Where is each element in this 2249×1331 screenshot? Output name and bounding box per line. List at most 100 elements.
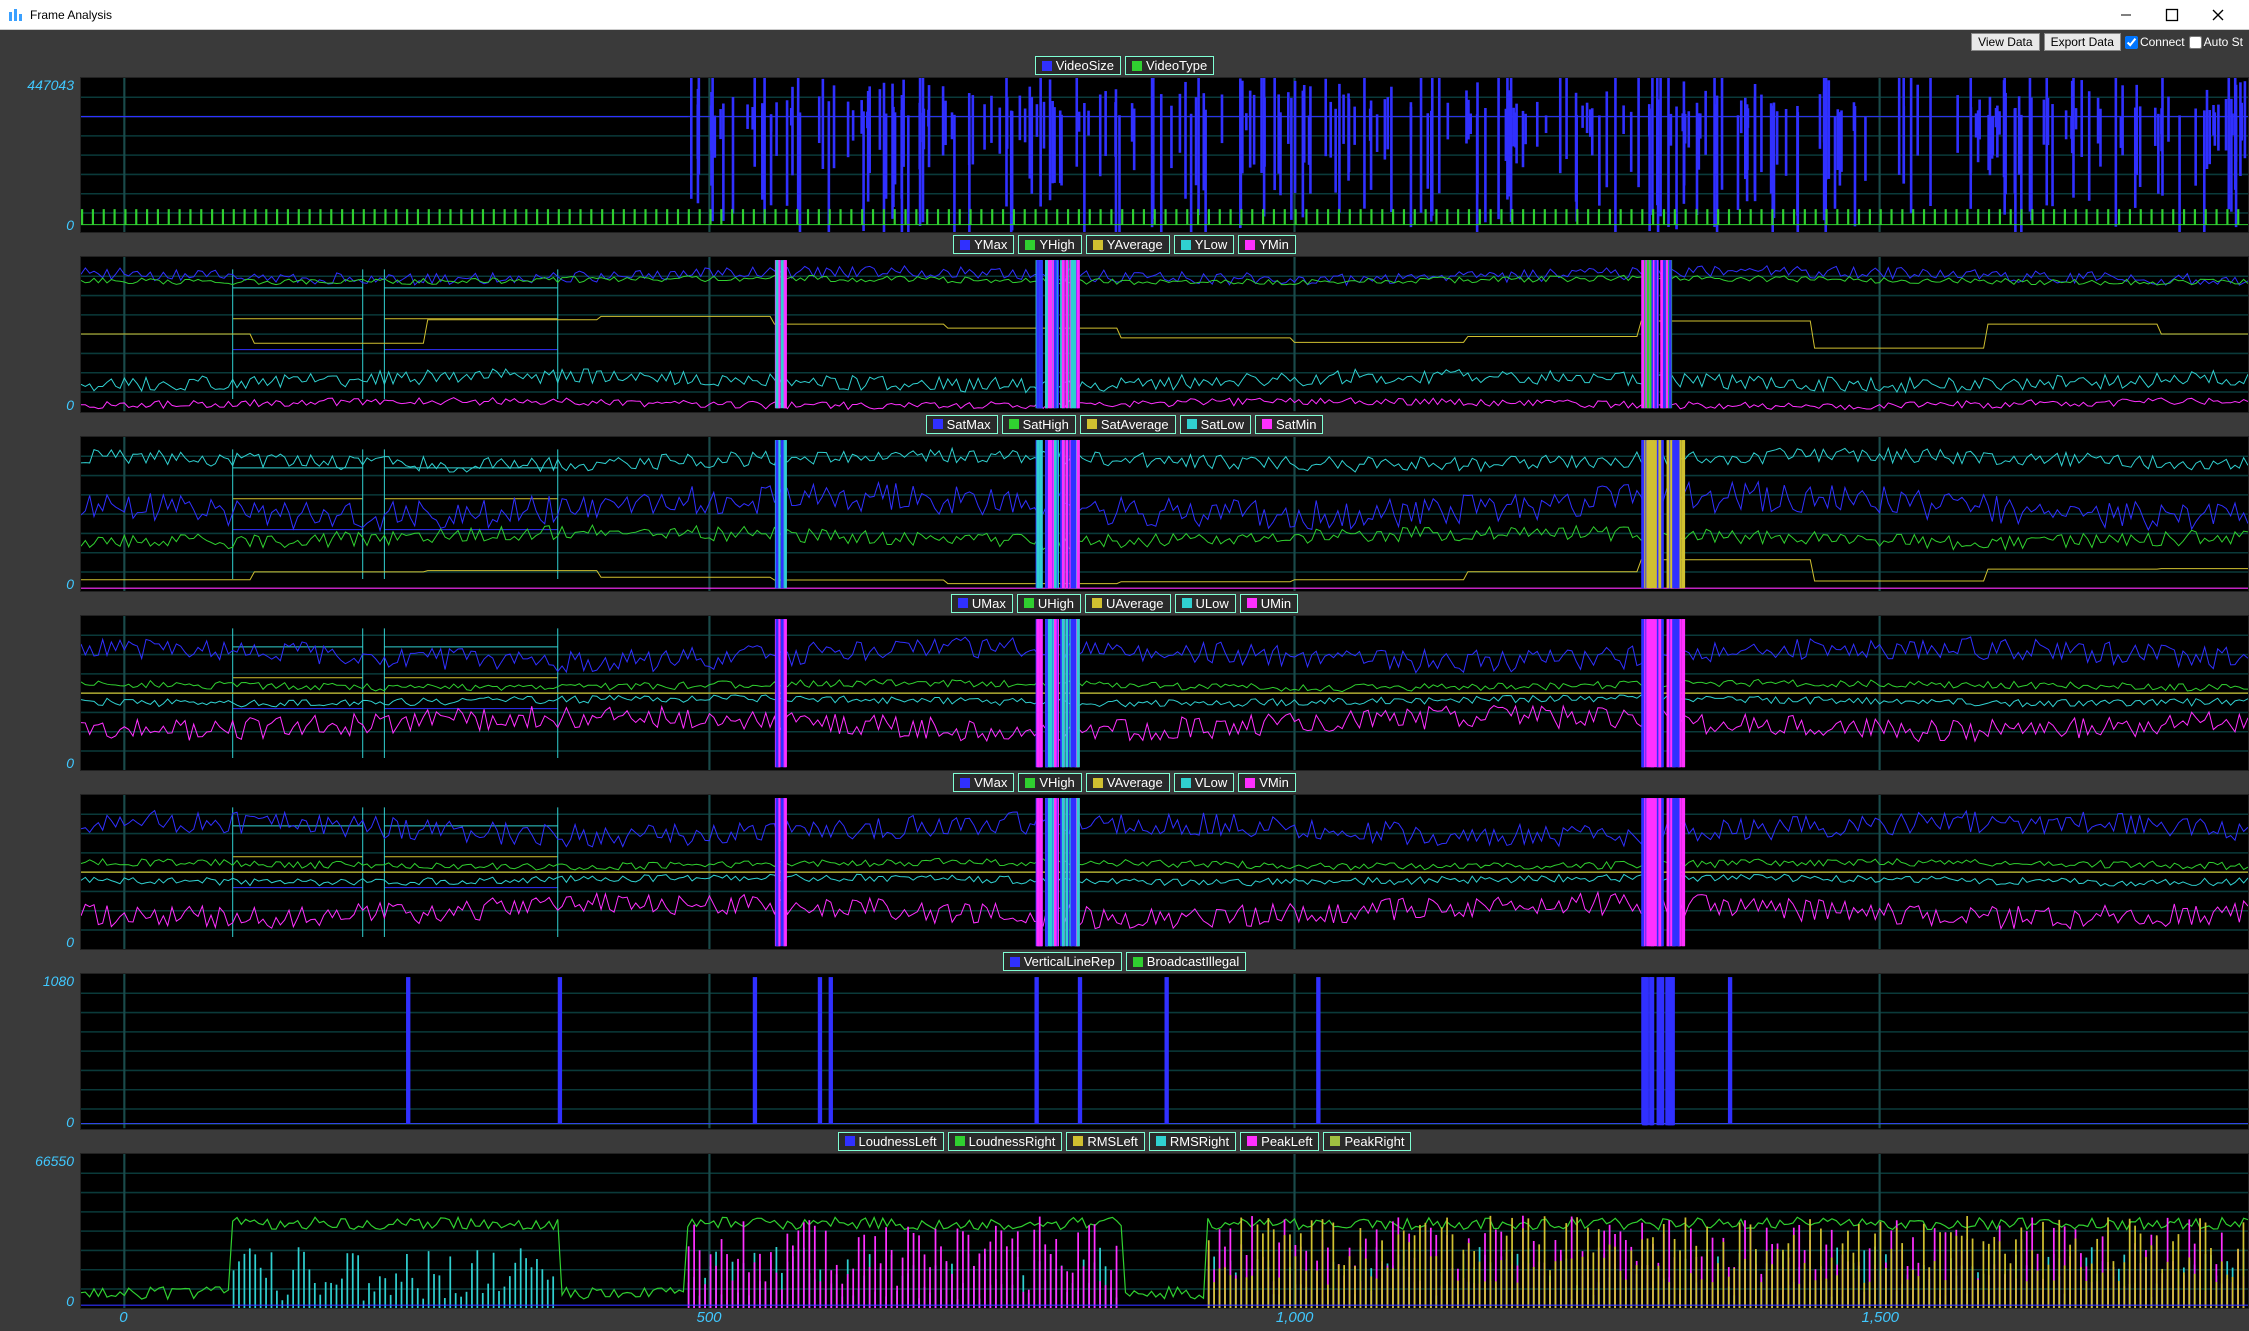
legend-item[interactable]: UMax: [951, 594, 1013, 613]
toolbar: View Data Export Data Connect Auto St: [0, 30, 2249, 54]
legend-item[interactable]: RMSRight: [1149, 1132, 1236, 1151]
legend-label: VAverage: [1107, 775, 1163, 790]
legend-swatch: [958, 598, 968, 608]
autostart-checkbox[interactable]: [2189, 36, 2202, 49]
legend-swatch: [1156, 1136, 1166, 1146]
plot-vert[interactable]: [80, 973, 2249, 1129]
connect-checkbox-label[interactable]: Connect: [2125, 35, 2185, 49]
titlebar: Frame Analysis: [0, 0, 2249, 30]
legend-item[interactable]: PeakLeft: [1240, 1132, 1319, 1151]
legend-label: YHigh: [1039, 237, 1074, 252]
legend-item[interactable]: BroadcastIllegal: [1126, 952, 1247, 971]
legend-vert: VerticalLineRep BroadcastIllegal: [0, 950, 2249, 973]
legend-label: YMin: [1259, 237, 1289, 252]
panel-audio: LoudnessLeft LoudnessRight RMSLeft RMSRight…: [0, 1130, 2249, 1309]
close-button[interactable]: [2195, 0, 2241, 30]
panel-v: VMaxVHighVAverageVLowVMin0: [0, 771, 2249, 950]
legend-label: SatMax: [947, 417, 991, 432]
legend-swatch: [1025, 240, 1035, 250]
legend-label: SatAverage: [1101, 417, 1169, 432]
legend-label: VHigh: [1039, 775, 1074, 790]
legend-item[interactable]: LoudnessRight: [948, 1132, 1063, 1151]
legend-item[interactable]: SatMax: [926, 415, 998, 434]
legend-swatch: [1181, 240, 1191, 250]
y-axis-label: 0: [0, 436, 80, 592]
view-data-button[interactable]: View Data: [1971, 33, 2039, 51]
legend-swatch: [1009, 419, 1019, 429]
legend-item[interactable]: SatHigh: [1002, 415, 1076, 434]
legend-swatch: [1262, 419, 1272, 429]
legend-swatch: [1181, 778, 1191, 788]
legend-item[interactable]: SatMin: [1255, 415, 1323, 434]
legend-item[interactable]: VMax: [953, 773, 1014, 792]
legend-item[interactable]: YHigh: [1018, 235, 1081, 254]
connect-checkbox[interactable]: [2125, 36, 2138, 49]
legend-item[interactable]: PeakRight: [1323, 1132, 1411, 1151]
legend-swatch: [1247, 1136, 1257, 1146]
legend-item[interactable]: UMin: [1240, 594, 1298, 613]
legend-swatch: [845, 1136, 855, 1146]
legend-item[interactable]: UHigh: [1017, 594, 1081, 613]
legend-label: YMax: [974, 237, 1007, 252]
legend-swatch: [1245, 778, 1255, 788]
legend-label: RMSLeft: [1087, 1134, 1138, 1149]
legend-label: VLow: [1195, 775, 1228, 790]
legend-label: YLow: [1195, 237, 1228, 252]
legend-v: VMax VHigh VAverage VLow VMin: [0, 771, 2249, 794]
legend-item[interactable]: VideoType: [1125, 56, 1214, 75]
x-tick-label: 1,500: [1861, 1309, 1899, 1326]
y-axis-label: 10800: [0, 973, 80, 1129]
legend-swatch: [1245, 240, 1255, 250]
legend-item[interactable]: YAverage: [1086, 235, 1170, 254]
plot-y[interactable]: [80, 256, 2249, 412]
legend-item[interactable]: RMSLeft: [1066, 1132, 1145, 1151]
plot-u[interactable]: [80, 615, 2249, 771]
legend-item[interactable]: VLow: [1174, 773, 1235, 792]
plot-sat[interactable]: [80, 436, 2249, 592]
legend-item[interactable]: YLow: [1174, 235, 1235, 254]
x-tick-label: 500: [696, 1309, 721, 1326]
x-tick-label: 0: [119, 1309, 127, 1326]
legend-item[interactable]: VideoSize: [1035, 56, 1121, 75]
legend-swatch: [1093, 240, 1103, 250]
legend-item[interactable]: VAverage: [1086, 773, 1170, 792]
legend-label: LoudnessLeft: [859, 1134, 937, 1149]
legend-swatch: [1042, 61, 1052, 71]
panel-vert: VerticalLineRep BroadcastIllegal 10800: [0, 950, 2249, 1129]
legend-item[interactable]: SatAverage: [1080, 415, 1176, 434]
legend-swatch: [1247, 598, 1257, 608]
legend-item[interactable]: VMin: [1238, 773, 1296, 792]
legend-label: SatHigh: [1023, 417, 1069, 432]
legend-label: VerticalLineRep: [1024, 954, 1115, 969]
legend-swatch: [933, 419, 943, 429]
autostart-checkbox-label[interactable]: Auto St: [2189, 35, 2243, 49]
legend-swatch: [1025, 778, 1035, 788]
plot-v[interactable]: [80, 794, 2249, 950]
legend-sat: SatMax SatHigh SatAverage SatLow SatMin: [0, 413, 2249, 436]
plot-audio[interactable]: [80, 1153, 2249, 1309]
legend-y: YMax YHigh YAverage YLow YMin: [0, 233, 2249, 256]
legend-item[interactable]: UAverage: [1085, 594, 1171, 613]
legend-swatch: [1187, 419, 1197, 429]
panel-video: VideoSize VideoType 4470430: [0, 54, 2249, 233]
plot-video[interactable]: [80, 77, 2249, 233]
x-tick-label: 1,000: [1276, 1309, 1314, 1326]
legend-item[interactable]: YMin: [1238, 235, 1296, 254]
legend-label: SatMin: [1276, 417, 1316, 432]
legend-item[interactable]: YMax: [953, 235, 1014, 254]
legend-item[interactable]: LoudnessLeft: [838, 1132, 944, 1151]
legend-label: VMax: [974, 775, 1007, 790]
minimize-button[interactable]: [2103, 0, 2149, 30]
legend-label: LoudnessRight: [969, 1134, 1056, 1149]
maximize-button[interactable]: [2149, 0, 2195, 30]
export-data-button[interactable]: Export Data: [2044, 33, 2121, 51]
y-axis-label: 4470430: [0, 77, 80, 233]
legend-item[interactable]: VerticalLineRep: [1003, 952, 1122, 971]
y-axis-label: 0: [0, 615, 80, 771]
y-axis-label: 665500: [0, 1153, 80, 1309]
legend-item[interactable]: ULow: [1175, 594, 1236, 613]
legend-item[interactable]: VHigh: [1018, 773, 1081, 792]
legend-label: VideoSize: [1056, 58, 1114, 73]
y-axis-label: 0: [0, 256, 80, 412]
legend-item[interactable]: SatLow: [1180, 415, 1251, 434]
